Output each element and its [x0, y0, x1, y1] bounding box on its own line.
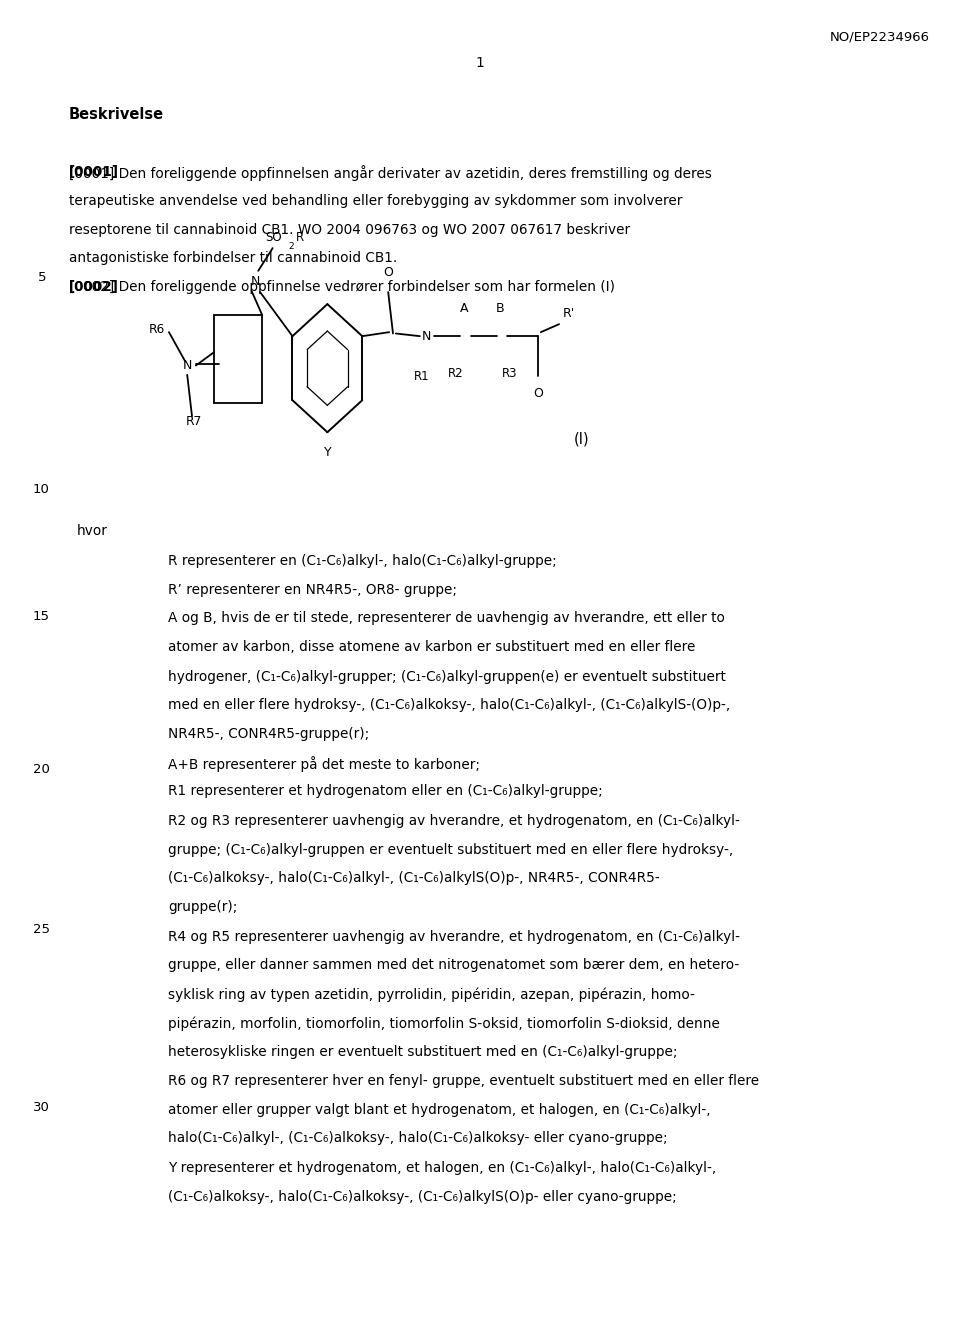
Text: R’ representerer en NR4R5-, OR8- gruppe;: R’ representerer en NR4R5-, OR8- gruppe;	[168, 583, 457, 596]
Text: [0002]: [0002]	[69, 280, 119, 293]
Text: 1: 1	[475, 56, 485, 69]
Text: 25: 25	[33, 923, 50, 936]
Text: 10: 10	[33, 483, 50, 496]
Text: gruppe(r);: gruppe(r);	[168, 900, 237, 914]
Text: N: N	[421, 329, 431, 343]
Text: R': R'	[563, 307, 575, 320]
Text: (C₁-C₆)alkoksy-, halo(C₁-C₆)alkoksy-, (C₁-C₆)alkylS(O)p- eller cyano-gruppe;: (C₁-C₆)alkoksy-, halo(C₁-C₆)alkoksy-, (C…	[168, 1190, 677, 1203]
Text: R2: R2	[447, 367, 464, 380]
Text: B: B	[496, 301, 505, 315]
Text: 15: 15	[33, 610, 50, 623]
Text: R6 og R7 representerer hver en fenyl- gruppe, eventuelt substituert med en eller: R6 og R7 representerer hver en fenyl- gr…	[168, 1074, 759, 1087]
Text: N: N	[251, 275, 260, 288]
Text: antagonistiske forbindelser til cannabinoid CB1.: antagonistiske forbindelser til cannabin…	[69, 252, 397, 265]
Text: heterosykliske ringen er eventuelt substituert med en (C₁-C₆)alkyl-gruppe;: heterosykliske ringen er eventuelt subst…	[168, 1045, 678, 1058]
Text: NO/EP2234966: NO/EP2234966	[829, 31, 929, 44]
Text: gruppe; (C₁-C₆)alkyl-gruppen er eventuelt substituert med en eller flere hydroks: gruppe; (C₁-C₆)alkyl-gruppen er eventuel…	[168, 843, 733, 856]
Text: gruppe, eller danner sammen med det nitrogenatomet som bærer dem, en hetero-: gruppe, eller danner sammen med det nitr…	[168, 958, 739, 971]
Text: 20: 20	[33, 763, 50, 776]
Text: syklisk ring av typen azetidin, pyrrolidin, pipéridin, azepan, pipérazin, homo-: syklisk ring av typen azetidin, pyrrolid…	[168, 987, 695, 1002]
Text: O: O	[533, 387, 543, 400]
Text: terapeutiske anvendelse ved behandling eller forebygging av sykdommer som involv: terapeutiske anvendelse ved behandling e…	[69, 193, 683, 208]
Text: R4 og R5 representerer uavhengig av hverandre, et hydrogenatom, en (C₁-C₆)alkyl-: R4 og R5 representerer uavhengig av hver…	[168, 930, 740, 943]
Text: A og B, hvis de er til stede, representerer de uavhengig av hverandre, ett eller: A og B, hvis de er til stede, represente…	[168, 611, 725, 624]
Text: 2: 2	[288, 241, 294, 251]
Text: R6: R6	[149, 323, 165, 336]
Text: R2 og R3 representerer uavhengig av hverandre, et hydrogenatom, en (C₁-C₆)alkyl-: R2 og R3 representerer uavhengig av hver…	[168, 814, 740, 827]
Text: [0002] Den foreliggende oppfinnelse vedrører forbindelser som har formelen (I): [0002] Den foreliggende oppfinnelse vedr…	[69, 280, 615, 293]
Text: (C₁-C₆)alkoksy-, halo(C₁-C₆)alkyl-, (C₁-C₆)alkylS(O)p-, NR4R5-, CONR4R5-: (C₁-C₆)alkoksy-, halo(C₁-C₆)alkyl-, (C₁-…	[168, 871, 660, 884]
Text: (I): (I)	[574, 431, 589, 447]
Text: NR4R5-, CONR4R5-gruppe(r);: NR4R5-, CONR4R5-gruppe(r);	[168, 727, 370, 740]
Text: SO: SO	[265, 231, 281, 244]
Text: A+B representerer på det meste to karboner;: A+B representerer på det meste to karbon…	[168, 756, 480, 772]
Text: R1 representerer et hydrogenatom eller en (C₁-C₆)alkyl-gruppe;: R1 representerer et hydrogenatom eller e…	[168, 784, 603, 798]
Text: hydrogener, (C₁-C₆)alkyl-grupper; (C₁-C₆)alkyl-gruppen(e) er eventuelt substitue: hydrogener, (C₁-C₆)alkyl-grupper; (C₁-C₆…	[168, 670, 726, 683]
Text: 5: 5	[38, 271, 47, 284]
Text: R7: R7	[186, 415, 203, 428]
Text: med en eller flere hydroksy-, (C₁-C₆)alkoksy-, halo(C₁-C₆)alkyl-, (C₁-C₆)alkylS-: med en eller flere hydroksy-, (C₁-C₆)alk…	[168, 698, 731, 711]
Text: N: N	[182, 359, 192, 372]
Text: Y: Y	[324, 446, 331, 459]
Text: R: R	[296, 231, 303, 244]
Text: atomer eller grupper valgt blant et hydrogenatom, et halogen, en (C₁-C₆)alkyl-,: atomer eller grupper valgt blant et hydr…	[168, 1103, 710, 1117]
Text: reseptorene til cannabinoid CB1. WO 2004 096763 og WO 2007 067617 beskriver: reseptorene til cannabinoid CB1. WO 2004…	[69, 223, 631, 236]
Text: halo(C₁-C₆)alkyl-, (C₁-C₆)alkoksy-, halo(C₁-C₆)alkoksy- eller cyano-gruppe;: halo(C₁-C₆)alkyl-, (C₁-C₆)alkoksy-, halo…	[168, 1131, 667, 1145]
Text: Beskrivelse: Beskrivelse	[69, 107, 164, 121]
Text: [0001] Den foreliggende oppfinnelsen angår derivater av azetidin, deres fremstil: [0001] Den foreliggende oppfinnelsen ang…	[69, 165, 712, 181]
Text: A: A	[460, 301, 468, 315]
Text: 30: 30	[33, 1101, 50, 1114]
Text: O: O	[383, 265, 394, 279]
Text: R1: R1	[414, 370, 430, 383]
Text: R representerer en (C₁-C₆)alkyl-, halo(C₁-C₆)alkyl-gruppe;: R representerer en (C₁-C₆)alkyl-, halo(C…	[168, 554, 557, 567]
Text: hvor: hvor	[77, 524, 108, 538]
Text: R3: R3	[501, 367, 516, 380]
Text: Y representerer et hydrogenatom, et halogen, en (C₁-C₆)alkyl-, halo(C₁-C₆)alkyl-: Y representerer et hydrogenatom, et halo…	[168, 1161, 716, 1174]
Text: pipérazin, morfolin, tiomorfolin, tiomorfolin S-oksid, tiomorfolin S-dioksid, de: pipérazin, morfolin, tiomorfolin, tiomor…	[168, 1017, 720, 1031]
Text: atomer av karbon, disse atomene av karbon er substituert med en eller flere: atomer av karbon, disse atomene av karbo…	[168, 640, 695, 654]
Text: [0001]: [0001]	[69, 165, 119, 179]
